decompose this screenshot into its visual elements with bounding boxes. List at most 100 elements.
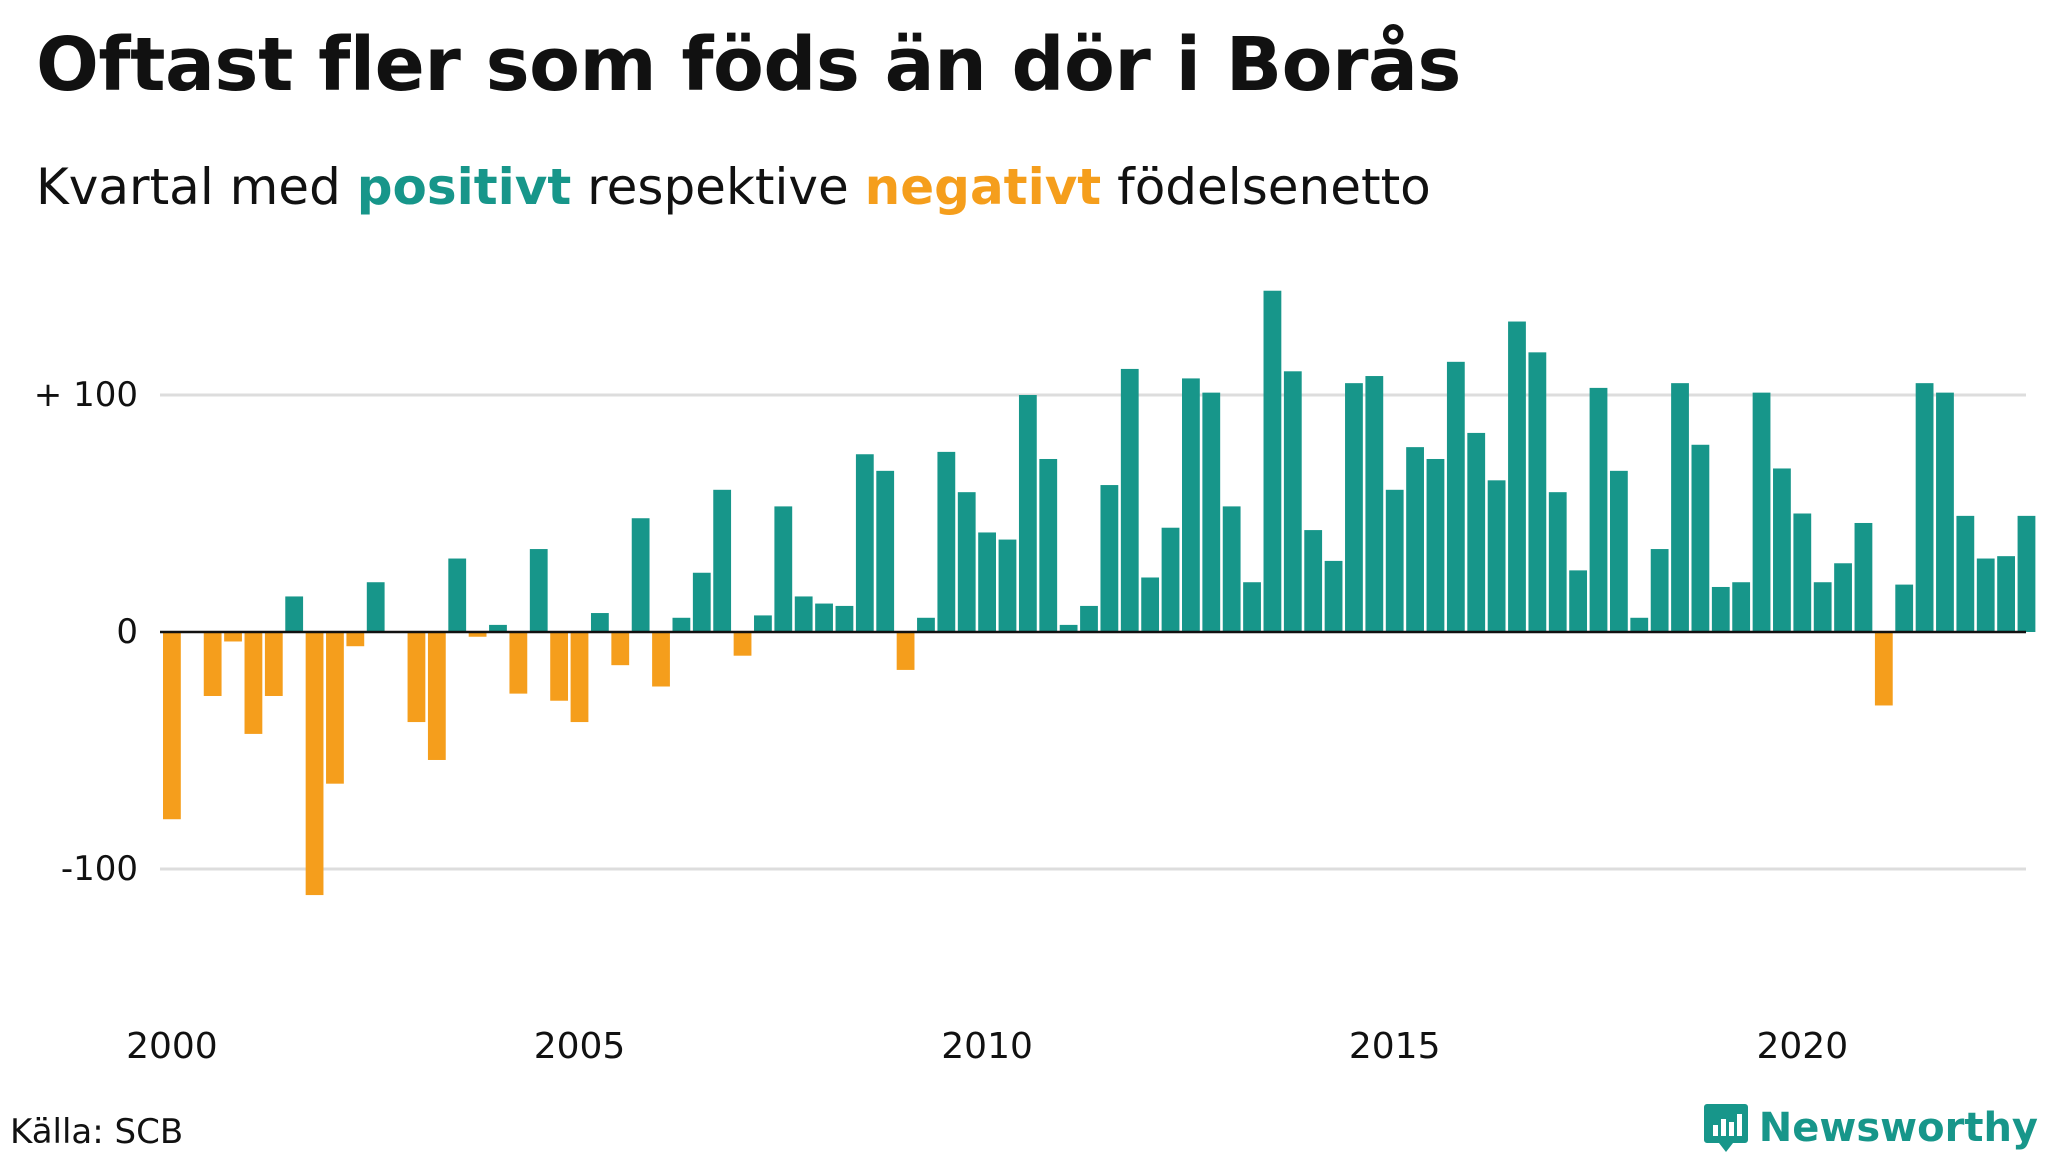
bar	[1589, 387, 1608, 632]
bar	[1059, 624, 1078, 632]
bar	[1467, 432, 1486, 632]
x-tick-label: 2000	[126, 1026, 218, 1067]
bar	[1813, 582, 1832, 632]
bar	[978, 532, 996, 632]
x-tick-label: 2010	[941, 1026, 1033, 1067]
bar	[998, 539, 1017, 632]
bar	[917, 617, 935, 632]
label-layer: + 100 0 -100 2000 2005 2010 2015 2020	[34, 375, 1848, 1067]
bar	[1202, 392, 1221, 632]
bar	[1630, 617, 1649, 632]
bar	[1650, 549, 1669, 632]
bar	[692, 572, 711, 632]
bar	[1508, 321, 1526, 632]
bar	[794, 596, 813, 632]
bar	[1365, 376, 1384, 632]
bar	[835, 605, 854, 632]
bar	[1039, 458, 1058, 632]
bar	[1243, 582, 1261, 632]
bar	[896, 632, 915, 670]
bar	[590, 613, 609, 632]
bar	[815, 603, 833, 632]
chart-title: Oftast fler som föds än dör i Borås	[36, 22, 1461, 108]
bar	[1976, 558, 1995, 632]
bar	[1793, 513, 1812, 632]
subtitle-positive-word: positivt	[356, 158, 572, 216]
bar	[713, 489, 732, 632]
bar	[1304, 530, 1323, 632]
bar	[1222, 506, 1241, 632]
bar	[1100, 485, 1119, 632]
source-note: Källa: SCB	[10, 1112, 184, 1152]
bar	[652, 632, 670, 687]
bar	[1895, 584, 1914, 632]
bar	[774, 506, 793, 632]
bar	[264, 632, 283, 696]
bar	[2017, 515, 2036, 632]
bar	[1141, 577, 1160, 632]
bar	[1711, 586, 1730, 632]
bar	[1936, 392, 1954, 632]
chart-subtitle: Kvartal med positivt respektive negativt…	[36, 158, 1431, 216]
bar	[1426, 458, 1445, 632]
bar	[1956, 515, 1975, 632]
bar	[285, 596, 304, 632]
bar	[611, 632, 630, 666]
bar	[326, 632, 344, 784]
bar	[1283, 371, 1302, 632]
subtitle-negative-word: negativt	[864, 158, 1102, 216]
bar	[1406, 447, 1424, 632]
bar	[1324, 560, 1343, 632]
bar	[1487, 480, 1506, 632]
subtitle-prefix: Kvartal med	[36, 158, 357, 216]
bar	[468, 632, 487, 637]
y-tick-label: + 100	[34, 375, 138, 415]
bar	[855, 454, 874, 632]
bar	[1161, 527, 1180, 632]
y-tick-label: 0	[116, 612, 138, 652]
bar	[1671, 383, 1689, 632]
bar	[570, 632, 589, 723]
bar	[876, 470, 895, 632]
bar	[224, 632, 242, 642]
bar	[529, 549, 548, 632]
bar	[1874, 632, 1893, 706]
bar	[1182, 378, 1200, 632]
bar	[346, 632, 365, 647]
bar	[631, 518, 650, 632]
bar	[754, 615, 772, 632]
bar	[1345, 383, 1363, 632]
bar	[427, 632, 446, 760]
bar	[1548, 492, 1567, 632]
bar-layer	[163, 290, 2036, 896]
bar	[1834, 563, 1852, 632]
x-tick-label: 2005	[534, 1026, 626, 1067]
bar	[407, 632, 426, 723]
bar	[1018, 395, 1037, 632]
subtitle-middle: respektive	[571, 158, 865, 216]
bar	[1080, 605, 1098, 632]
bar-chart: + 100 0 -100 2000 2005 2010 2015 2020	[34, 290, 2036, 1067]
y-tick-label: -100	[61, 849, 138, 889]
bar	[163, 632, 181, 820]
bar	[1263, 290, 1282, 632]
bar	[1569, 570, 1588, 632]
bar	[1915, 383, 1934, 632]
grid-layer	[160, 393, 2026, 871]
bar	[1385, 489, 1404, 632]
bar	[1120, 368, 1139, 632]
bar	[1773, 468, 1791, 632]
bar	[1752, 392, 1771, 632]
bar	[1732, 582, 1751, 632]
bar	[244, 632, 263, 734]
bar	[1691, 444, 1710, 632]
bar	[957, 492, 976, 632]
bar	[489, 624, 507, 632]
bar	[1997, 556, 2015, 632]
bar	[1528, 352, 1547, 632]
brand-logo: Newsworthy	[1703, 1102, 2038, 1154]
brand-name: Newsworthy	[1758, 1105, 2038, 1151]
bar	[672, 617, 691, 632]
newsworthy-logo-icon	[1703, 1104, 1748, 1152]
bar	[509, 632, 528, 694]
